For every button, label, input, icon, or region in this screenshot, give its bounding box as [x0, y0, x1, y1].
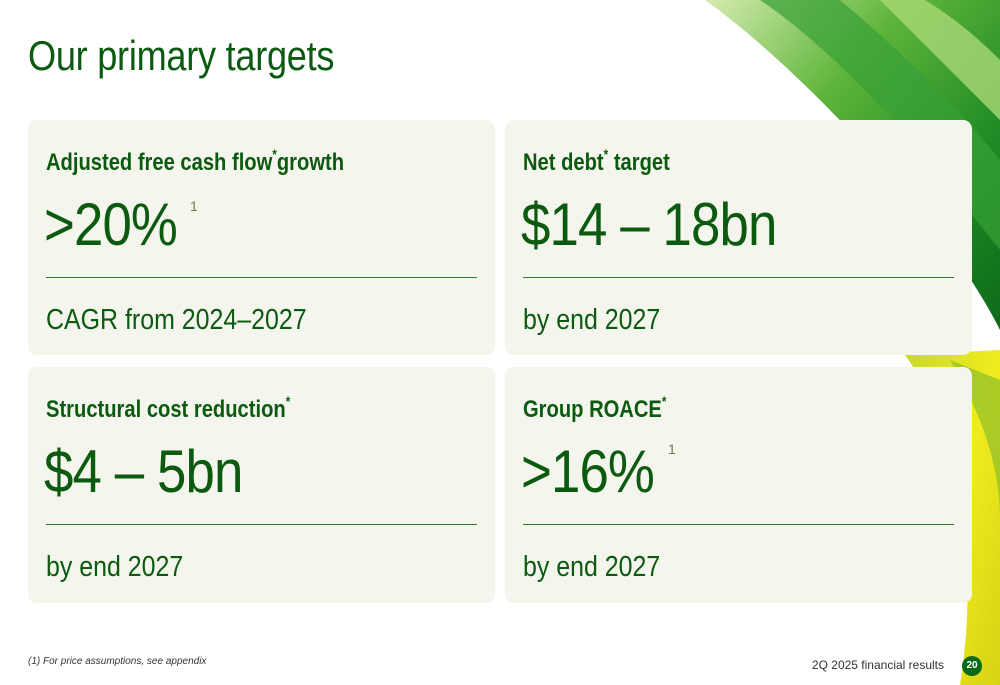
- card-heading-text: Group ROACE: [523, 396, 662, 423]
- card-heading: Adjusted free cash flow*growth: [46, 146, 345, 177]
- value-footnote-marker: 1: [668, 441, 676, 457]
- asterisk-mark: *: [603, 146, 609, 162]
- card-value: $4 – 5bn: [44, 438, 243, 505]
- target-card-net-debt: Net debt* target $14 – 18bn by end 2027: [505, 120, 972, 355]
- page-number-badge: 20: [962, 656, 982, 676]
- divider: [523, 524, 954, 525]
- divider: [46, 277, 477, 278]
- card-value: >20%: [44, 191, 178, 258]
- asterisk-mark: *: [272, 146, 277, 162]
- card-heading-text: Net debt: [523, 149, 604, 176]
- card-note: by end 2027: [523, 551, 661, 583]
- footnote: (1) For price assumptions, see appendix: [28, 656, 207, 667]
- card-heading: Net debt* target: [523, 146, 670, 177]
- value-footnote-marker: 1: [190, 198, 198, 214]
- divider: [46, 524, 477, 525]
- asterisk-mark: *: [285, 393, 291, 409]
- divider: [523, 277, 954, 278]
- card-heading: Structural cost reduction*: [46, 393, 291, 424]
- card-note: by end 2027: [523, 304, 661, 336]
- page-title: Our primary targets: [28, 32, 335, 79]
- card-heading-text: Adjusted free cash flow: [46, 149, 273, 176]
- card-heading: Group ROACE*: [523, 393, 667, 424]
- footer-label: 2Q 2025 financial results: [811, 658, 944, 672]
- target-card-cost-reduction: Structural cost reduction* $4 – 5bn by e…: [28, 367, 495, 603]
- target-card-group-roace: Group ROACE* >16% 1 by end 2027: [505, 367, 972, 603]
- card-value: $14 – 18bn: [521, 191, 777, 258]
- card-heading-text: Structural cost reduction: [46, 396, 286, 423]
- card-value: >16%: [521, 438, 655, 505]
- card-note: CAGR from 2024–2027: [46, 304, 307, 336]
- target-card-fcf-growth: Adjusted free cash flow*growth >20% 1 CA…: [28, 120, 495, 355]
- card-heading-suffix: target: [608, 149, 670, 176]
- card-note: by end 2027: [46, 551, 184, 583]
- card-heading-suffix: growth: [276, 149, 345, 176]
- asterisk-mark: *: [661, 393, 667, 409]
